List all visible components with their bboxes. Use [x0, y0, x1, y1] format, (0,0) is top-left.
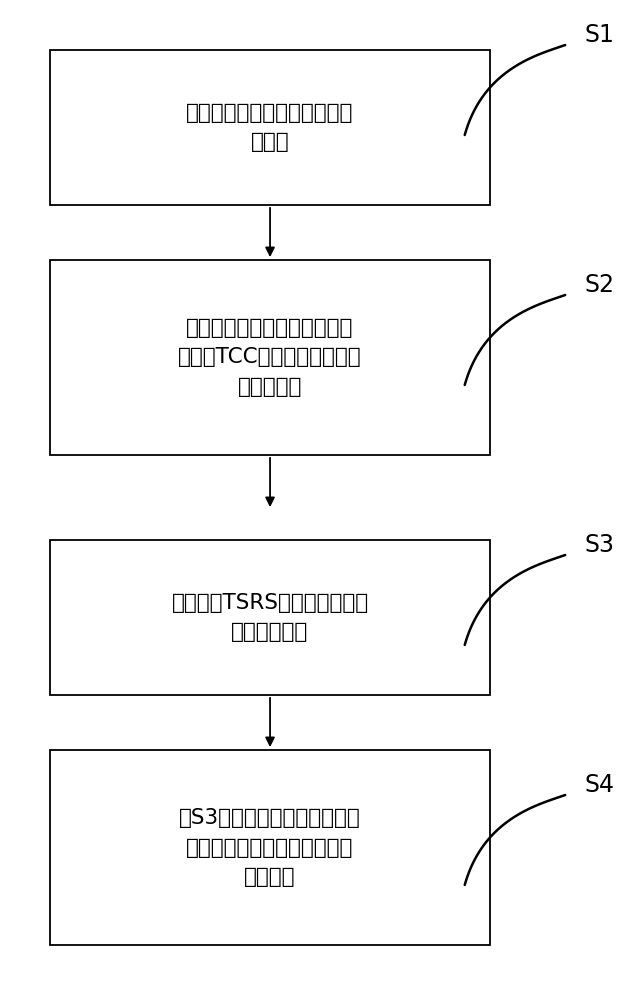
FancyBboxPatch shape	[50, 750, 490, 945]
Text: S4: S4	[584, 773, 614, 797]
Text: S2: S2	[584, 273, 614, 297]
Text: 根据接口文件确定所有状态转
换场景: 根据接口文件确定所有状态转 换场景	[187, 103, 354, 152]
Text: 利用仿真TSRS设置并测试所有
状态转换场景: 利用仿真TSRS设置并测试所有 状态转换场景	[171, 593, 369, 642]
FancyBboxPatch shape	[50, 260, 490, 455]
FancyBboxPatch shape	[50, 50, 490, 205]
Text: 根据所述所有状态转换场景画
出待测TCC区间占用检查功能
的状态机图: 根据所述所有状态转换场景画 出待测TCC区间占用检查功能 的状态机图	[178, 318, 362, 397]
Text: S3: S3	[584, 533, 614, 557]
Text: 若S3的测试结果与所述状态机
图一致则测试通过，反之，测
试不通过: 若S3的测试结果与所述状态机 图一致则测试通过，反之，测 试不通过	[179, 808, 361, 887]
FancyBboxPatch shape	[50, 540, 490, 695]
Text: S1: S1	[584, 23, 614, 47]
